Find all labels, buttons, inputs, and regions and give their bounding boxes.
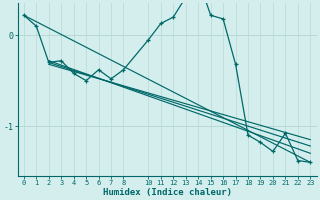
X-axis label: Humidex (Indice chaleur): Humidex (Indice chaleur) — [103, 188, 232, 197]
